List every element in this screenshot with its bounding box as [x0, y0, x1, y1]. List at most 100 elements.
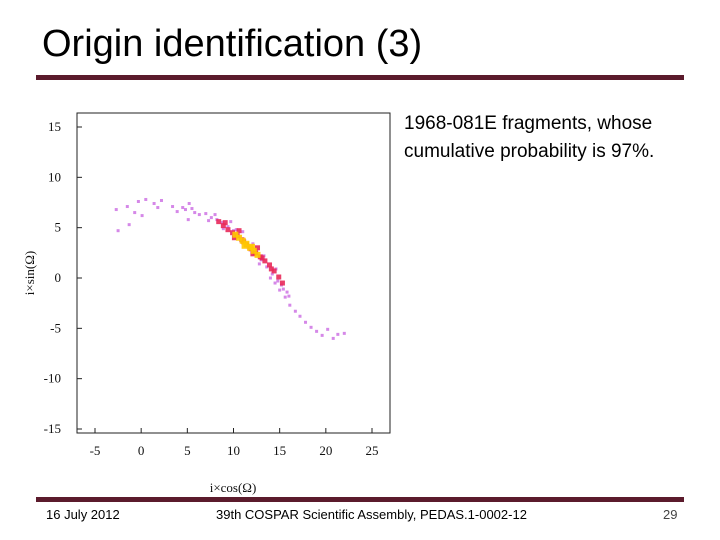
data-point-sparse — [315, 329, 319, 333]
data-point-main_band — [216, 219, 222, 225]
data-point-sparse — [181, 206, 185, 210]
data-point-sparse — [116, 229, 120, 233]
x-tick-label: 15 — [273, 443, 286, 458]
data-point-sparse — [133, 211, 137, 215]
data-point-main_band — [267, 262, 273, 268]
data-point-core — [236, 234, 243, 241]
y-axis-ticks: 15 10 5 0 -5 -10 -15 — [44, 119, 82, 436]
data-point-core — [254, 251, 261, 258]
data-point-outer_band — [268, 276, 272, 280]
scatter-chart: -5 0 5 10 15 20 25 15 10 5 0 -5 -10 -15 i×cos(Ω) i×s… — [20, 95, 400, 500]
data-point-core — [239, 237, 246, 244]
data-point-main_band — [225, 227, 231, 233]
data-point-outer_band — [213, 213, 217, 217]
data-point-sparse — [190, 207, 194, 211]
data-point-sparse — [114, 208, 118, 212]
data-point-sparse — [283, 295, 287, 299]
data-point-sparse — [193, 211, 197, 215]
data-point-main_band — [255, 245, 261, 251]
data-point-sparse — [326, 327, 330, 331]
data-point-core — [241, 242, 248, 249]
footer-event: 39th COSPAR Scientific Assembly, PEDAS.1… — [216, 507, 527, 522]
data-point-outer_band — [265, 265, 269, 269]
data-point-outer_band — [234, 228, 238, 232]
data-point-outer_band — [220, 221, 224, 225]
data-point-sparse — [156, 206, 160, 210]
data-point-sparse — [159, 198, 163, 202]
data-point-sparse — [171, 205, 175, 209]
data-point-outer_band — [204, 212, 208, 216]
data-point-outer_band — [251, 242, 255, 246]
chart-svg: -5 0 5 10 15 20 25 15 10 5 0 -5 -10 -15 i×cos(Ω) i×s… — [22, 112, 391, 495]
data-point-sparse — [278, 288, 282, 292]
footer-date: 16 July 2012 — [46, 507, 120, 522]
data-point-sparse — [273, 281, 277, 285]
data-point-outer_band — [285, 290, 289, 294]
data-point-main_band — [262, 258, 268, 264]
data-point-main_band — [220, 223, 226, 229]
data-point-sparse — [298, 314, 302, 318]
data-point-sparse — [288, 303, 292, 307]
data-point-outer_band — [270, 272, 274, 276]
data-point-sparse — [304, 320, 308, 324]
slide-title: Origin identification (3) — [42, 23, 423, 65]
title-divider — [36, 75, 684, 80]
data-point-outer_band — [209, 216, 213, 220]
data-point-main_band — [276, 274, 282, 280]
data-point-sparse — [127, 223, 131, 227]
data-point-main_band — [222, 220, 228, 226]
data-point-outer_band — [287, 294, 291, 298]
data-point-sparse — [175, 210, 179, 214]
plot-frame — [76, 112, 391, 434]
data-point-outer_band — [257, 262, 261, 266]
data-point-sparse — [183, 208, 187, 212]
x-axis-label: i×cos(Ω) — [210, 480, 257, 495]
data-point-sparse — [125, 205, 129, 209]
data-point-sparse — [293, 309, 297, 313]
data-point-main_band — [231, 235, 237, 241]
y-tick-label: 0 — [55, 270, 62, 285]
x-tick-label: 0 — [138, 443, 145, 458]
x-tick-label: 20 — [319, 443, 332, 458]
data-point-core — [248, 243, 255, 250]
data-point-sparse — [144, 197, 148, 201]
slide-caption: 1968-081E fragments, whose cumulative pr… — [404, 113, 655, 162]
y-axis-label: i×sin(Ω) — [22, 251, 37, 295]
footer-divider — [36, 497, 684, 502]
data-point-main_band — [259, 255, 265, 261]
x-axis-ticks: -5 0 5 10 15 20 25 — [90, 428, 379, 458]
data-points — [114, 197, 346, 340]
data-point-sparse — [342, 331, 346, 335]
data-point-core — [250, 247, 257, 254]
data-point-main_band — [271, 268, 277, 274]
y-tick-label: 10 — [48, 169, 61, 184]
y-tick-label: -15 — [44, 421, 61, 436]
data-point-outer_band — [221, 227, 225, 231]
data-point-sparse — [336, 332, 340, 336]
y-tick-label: 5 — [55, 220, 62, 235]
data-point-sparse — [136, 199, 140, 203]
data-point-sparse — [187, 202, 191, 206]
data-point-outer_band — [207, 219, 211, 223]
data-point-main_band — [236, 228, 242, 234]
x-tick-label: 5 — [184, 443, 191, 458]
data-point-sparse — [140, 214, 144, 218]
y-tick-label: -5 — [50, 320, 61, 335]
data-point-outer_band — [226, 225, 230, 229]
page-number: 29 — [663, 507, 678, 522]
data-point-sparse — [152, 202, 156, 206]
x-tick-label: -5 — [90, 443, 101, 458]
data-point-sparse — [197, 213, 201, 217]
data-point-outer_band — [281, 287, 285, 291]
data-point-sparse — [320, 333, 324, 337]
data-point-main_band — [279, 280, 285, 286]
data-point-sparse — [309, 325, 313, 329]
x-tick-label: 10 — [227, 443, 240, 458]
data-point-sparse — [186, 218, 190, 222]
data-point-outer_band — [276, 279, 280, 283]
data-point-outer_band — [241, 230, 245, 234]
data-point-main_band — [250, 251, 256, 257]
x-tick-label: 25 — [366, 443, 379, 458]
data-point-outer_band — [229, 220, 233, 224]
data-point-main_band — [268, 266, 274, 272]
